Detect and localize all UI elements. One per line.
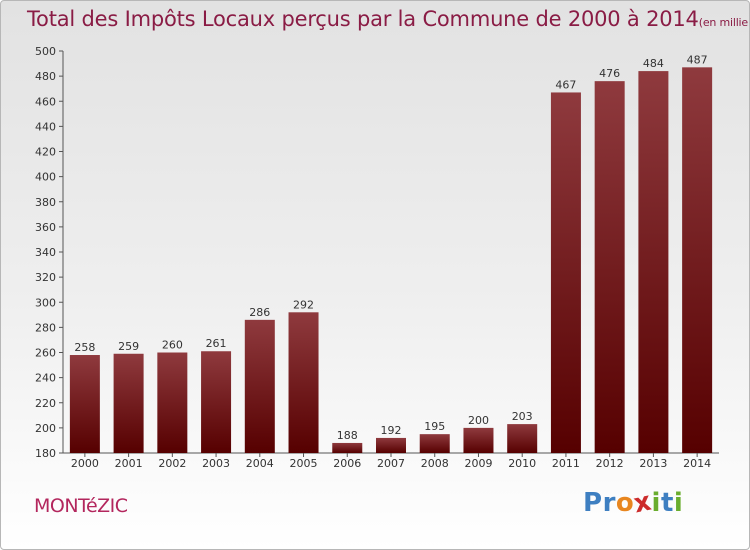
x-tick-label: 2010	[508, 457, 536, 470]
x-tick-label: 2008	[421, 457, 449, 470]
bar	[157, 352, 188, 453]
bar	[69, 355, 100, 453]
data-label: 188	[337, 429, 358, 442]
x-tick-label: 2003	[202, 457, 230, 470]
data-label: 467	[555, 78, 576, 91]
y-tick-label: 320	[35, 271, 56, 284]
data-label: 292	[293, 298, 314, 311]
bar	[463, 427, 494, 453]
data-label: 286	[249, 306, 270, 319]
logo-letter: i	[651, 488, 661, 518]
bar	[419, 434, 450, 453]
logo-letter: P	[583, 488, 603, 518]
y-tick-label: 300	[35, 296, 56, 309]
bar	[638, 71, 669, 453]
y-tick-label: 360	[35, 221, 56, 234]
x-tick-label: 2012	[596, 457, 624, 470]
data-label: 487	[687, 53, 708, 66]
data-label: 203	[512, 410, 533, 423]
bar	[682, 67, 713, 454]
logo-letter: r	[602, 488, 616, 518]
x-tick-label: 2005	[290, 457, 318, 470]
x-tick-label: 2007	[377, 457, 405, 470]
title-unit: (en milliers d'€)	[698, 16, 749, 29]
y-tick-label: 480	[35, 70, 56, 83]
data-label: 484	[643, 57, 664, 70]
data-label: 260	[162, 339, 183, 352]
logo-letter: i	[673, 488, 684, 518]
y-tick-label: 280	[35, 321, 56, 334]
y-tick-label: 420	[35, 146, 56, 159]
logo-letter: t	[660, 488, 674, 518]
y-tick-label: 240	[35, 372, 56, 385]
data-label: 195	[424, 420, 445, 433]
data-label: 261	[206, 337, 227, 350]
x-tick-label: 2006	[333, 457, 361, 470]
logo-letter: o	[615, 488, 635, 518]
commune-name: MONTéZIC	[34, 495, 128, 517]
title-text: Total des Impôts Locaux perçus par la Co…	[27, 7, 699, 31]
y-tick-label: 200	[35, 422, 56, 435]
x-tick-label: 2014	[683, 457, 711, 470]
bar	[507, 424, 538, 453]
data-label: 476	[599, 67, 620, 80]
x-tick-label: 2004	[246, 457, 274, 470]
data-label: 200	[468, 414, 489, 427]
data-label: 259	[118, 340, 139, 353]
bar	[332, 442, 363, 453]
x-tick-label: 2001	[115, 457, 143, 470]
x-tick-label: 2013	[639, 457, 667, 470]
bar	[550, 92, 581, 454]
y-tick-label: 220	[35, 397, 56, 410]
x-tick-label: 2009	[464, 457, 492, 470]
bar	[594, 81, 625, 454]
y-tick-label: 500	[35, 45, 56, 58]
x-tick-label: 2000	[71, 457, 99, 470]
y-tick-label: 260	[35, 347, 56, 360]
y-tick-label: 380	[35, 196, 56, 209]
bar	[376, 437, 406, 453]
x-tick-label: 2011	[552, 457, 580, 470]
chart-title: Total des Impôts Locaux perçus par la Co…	[27, 7, 749, 31]
bar	[244, 319, 275, 453]
bar	[288, 312, 319, 453]
bar	[201, 351, 232, 453]
y-tick-label: 180	[35, 447, 56, 460]
proxiti-logo: Proxiti	[583, 487, 684, 520]
x-tick-label: 2002	[158, 457, 186, 470]
y-tick-label: 460	[35, 95, 56, 108]
bar	[113, 353, 144, 453]
data-label: 258	[74, 341, 95, 354]
y-tick-label: 400	[35, 171, 56, 184]
y-tick-label: 440	[35, 120, 56, 133]
y-tick-label: 340	[35, 246, 56, 259]
data-label: 192	[381, 424, 402, 437]
